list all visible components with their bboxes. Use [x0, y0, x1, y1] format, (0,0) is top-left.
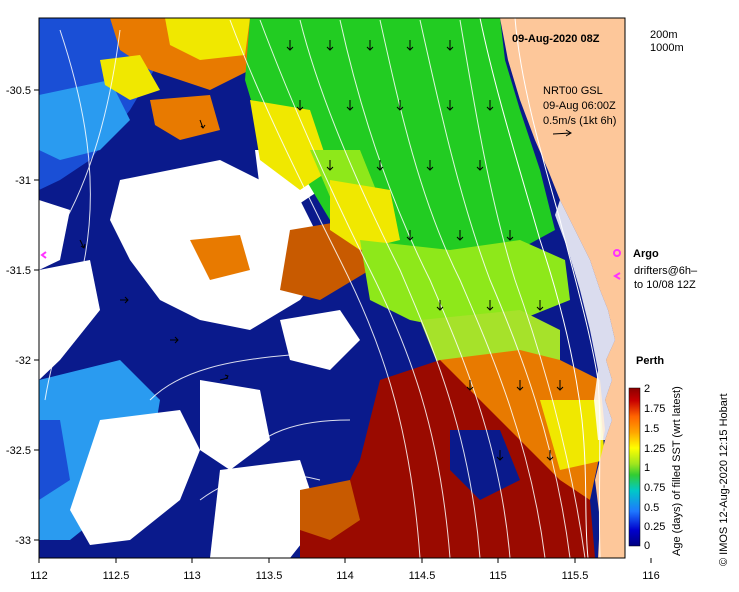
colorbar-tick: 1.5	[644, 423, 659, 435]
y-tick-label: -31	[15, 175, 31, 187]
current-scale-arrow-icon	[552, 129, 572, 137]
current-info-line-1: NRT00 GSL	[543, 85, 603, 97]
colorbar-label: Age (days) of filled SST (wrt latest)	[671, 386, 683, 556]
x-tick-label: 112	[30, 570, 48, 582]
drifter-legend-icon	[613, 272, 621, 280]
perth-marker	[625, 348, 633, 356]
current-streamlines	[44, 19, 586, 558]
current-vectors	[79, 40, 564, 461]
argo-marker	[613, 249, 621, 257]
y-tick-label: -31.5	[6, 265, 31, 277]
colorbar-tick: 1.25	[644, 443, 665, 455]
drifters-line-1: drifters@6h–	[634, 265, 698, 277]
colorbar-tick: 2	[644, 383, 650, 395]
sst-field	[39, 18, 633, 558]
colorbar-gradient	[628, 387, 641, 547]
drifter-legend: drifters@6h– to 10/08 12Z	[613, 265, 698, 291]
x-tick-label: 115.5	[562, 570, 589, 582]
y-axis-ticks	[34, 89, 39, 541]
colorbar: 2 1.75 1.5 1.25 1 0.75 0.5 0.25 0 Age (d…	[628, 383, 683, 556]
x-tick-label: 112.5	[103, 570, 130, 582]
drifter-marker	[40, 251, 47, 259]
colorbar-tick: 1.75	[644, 403, 665, 415]
x-tick-label: 113.5	[256, 570, 283, 582]
y-tick-label: -30.5	[6, 85, 31, 97]
x-tick-label: 114.5	[409, 570, 436, 582]
current-info-line-2: 09-Aug 06:00Z	[543, 100, 616, 112]
x-tick-label: 113	[183, 570, 201, 582]
colorbar-tick: 0	[644, 540, 650, 552]
x-tick-label: 115	[489, 570, 507, 582]
x-tick-label: 114	[336, 570, 354, 582]
y-tick-label: -32.5	[6, 445, 31, 457]
y-axis-labels: -30.5 -31 -31.5 -32 -32.5 -33	[6, 85, 31, 547]
colorbar-tick: 0.5	[644, 502, 659, 514]
y-tick-label: -32	[15, 355, 31, 367]
depth-legend: 200m 1000m	[650, 29, 684, 59]
argo-label: Argo	[633, 248, 659, 260]
imos-credit: © IMOS 12-Aug-2020 12:15 Hobart	[718, 393, 730, 566]
current-info-line-3: 0.5m/s (1kt 6h)	[543, 115, 616, 127]
depth-legend-200m: 200m	[650, 29, 678, 41]
x-axis-ticks	[38, 558, 652, 563]
colorbar-tick: 0.25	[644, 521, 665, 533]
current-info: NRT00 GSL 09-Aug 06:00Z 0.5m/s (1kt 6h)	[543, 85, 616, 137]
colorbar-tick: 0.75	[644, 482, 665, 494]
perth-label: Perth	[636, 355, 664, 367]
y-tick-label: -33	[15, 535, 31, 547]
depth-legend-1000m: 1000m	[650, 42, 684, 54]
x-axis-labels: 112 112.5 113 113.5 114 114.5 115 115.5 …	[30, 570, 660, 582]
land-mass	[500, 18, 625, 558]
map-title: 09-Aug-2020 08Z	[512, 33, 600, 45]
x-tick-label: 116	[642, 570, 660, 582]
plot-frame	[38, 17, 626, 559]
colorbar-tick: 1	[644, 462, 650, 474]
drifters-line-2: to 10/08 12Z	[634, 279, 696, 291]
